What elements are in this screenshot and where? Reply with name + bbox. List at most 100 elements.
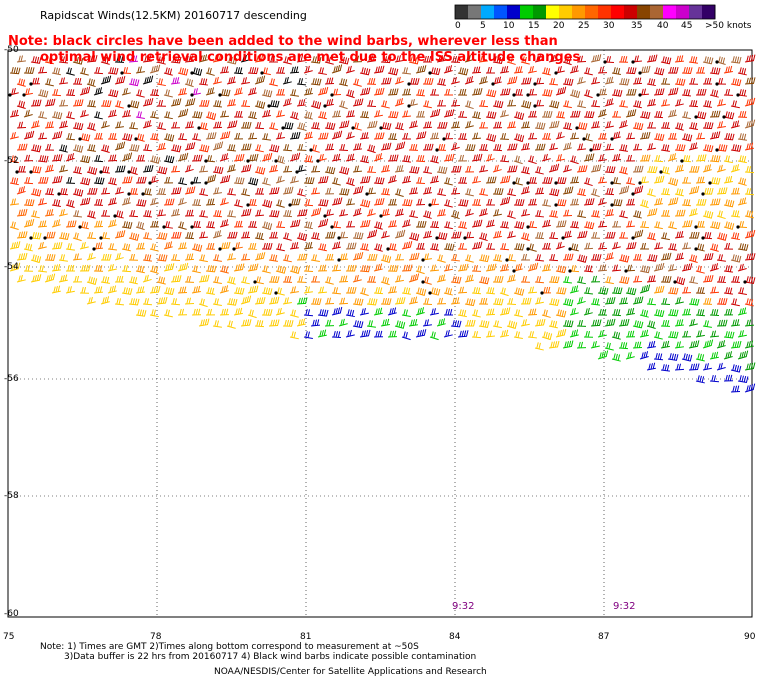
wind-barb bbox=[716, 319, 728, 327]
legend-swatch bbox=[650, 5, 664, 19]
wind-barb bbox=[709, 155, 721, 163]
contamination-dot bbox=[22, 93, 26, 97]
wind-barb bbox=[114, 230, 126, 239]
wind-barb bbox=[359, 111, 370, 119]
wind-barb bbox=[282, 275, 293, 283]
wind-barb bbox=[282, 319, 294, 327]
wind-barb bbox=[631, 185, 644, 196]
wind-barb bbox=[282, 232, 292, 241]
wind-barb bbox=[107, 197, 117, 206]
wind-barb bbox=[590, 253, 602, 261]
wind-barb bbox=[394, 253, 405, 261]
wind-barb bbox=[148, 175, 159, 185]
wind-barb bbox=[610, 177, 622, 185]
wind-barb bbox=[667, 66, 679, 74]
lat-label: -56 bbox=[4, 374, 19, 384]
wind-barb bbox=[261, 221, 273, 231]
wind-barb bbox=[218, 89, 231, 97]
wind-barb bbox=[492, 254, 502, 262]
wind-barb bbox=[681, 308, 692, 316]
wind-barb bbox=[16, 274, 26, 283]
contamination-dot bbox=[267, 104, 271, 108]
wind-barb bbox=[464, 319, 476, 327]
wind-barb bbox=[352, 232, 364, 240]
wind-barb bbox=[317, 218, 329, 228]
wind-barb bbox=[205, 221, 216, 229]
wind-barb bbox=[170, 56, 182, 64]
wind-barb bbox=[695, 88, 707, 96]
wind-barb bbox=[520, 209, 530, 217]
wind-barb bbox=[282, 98, 292, 107]
wind-barb bbox=[240, 77, 250, 85]
wind-barb bbox=[618, 231, 629, 239]
wind-barb bbox=[268, 210, 280, 218]
legend-swatch bbox=[637, 5, 651, 19]
wind-barb bbox=[366, 144, 376, 154]
wind-barb bbox=[688, 122, 698, 130]
wind-barb bbox=[534, 54, 544, 63]
wind-barb bbox=[744, 119, 756, 129]
wind-barb bbox=[639, 199, 649, 209]
wind-barb bbox=[450, 165, 462, 173]
wind-barb bbox=[22, 88, 33, 97]
wind-barb bbox=[695, 176, 706, 184]
wind-barb bbox=[366, 229, 378, 239]
wind-barb bbox=[373, 263, 383, 272]
contamination-dot bbox=[722, 115, 726, 119]
contamination-dot bbox=[421, 258, 425, 262]
wind-barb bbox=[149, 111, 159, 119]
wind-barb bbox=[100, 56, 110, 65]
wind-barb bbox=[408, 210, 418, 218]
wind-barb bbox=[44, 98, 56, 107]
wind-barb bbox=[275, 307, 285, 316]
wind-barb bbox=[541, 67, 551, 76]
wind-barb bbox=[51, 285, 61, 294]
wind-barb bbox=[653, 309, 665, 318]
wind-barb bbox=[471, 241, 483, 250]
contamination-dot bbox=[659, 170, 663, 174]
wind-barb bbox=[618, 254, 630, 263]
wind-barb bbox=[197, 122, 208, 131]
wind-barb bbox=[72, 77, 83, 85]
wind-barb bbox=[177, 67, 189, 76]
wind-barb bbox=[121, 152, 133, 162]
wind-barb bbox=[261, 308, 273, 316]
wind-barb bbox=[576, 100, 586, 109]
wind-barb bbox=[37, 265, 47, 273]
wind-barb bbox=[128, 55, 139, 63]
wind-barb bbox=[485, 153, 495, 162]
wind-barb bbox=[688, 77, 699, 85]
wind-barb bbox=[359, 67, 371, 76]
wind-barb bbox=[78, 133, 91, 142]
wind-barb bbox=[478, 121, 489, 129]
wind-barb bbox=[457, 263, 469, 272]
wind-barb bbox=[86, 122, 96, 131]
wind-barb bbox=[457, 309, 467, 318]
wind-barb bbox=[730, 298, 740, 307]
wind-barb bbox=[527, 66, 537, 74]
wind-barb bbox=[646, 188, 656, 197]
wind-barb bbox=[184, 275, 195, 283]
wind-barb bbox=[533, 99, 545, 108]
wind-barb bbox=[534, 318, 546, 327]
contamination-dot bbox=[540, 291, 544, 295]
wind-barb bbox=[79, 155, 91, 164]
contamination-dot bbox=[715, 148, 719, 152]
wind-barb bbox=[268, 144, 280, 153]
wind-barb bbox=[177, 133, 188, 141]
wind-barb bbox=[562, 253, 574, 261]
wind-barb bbox=[142, 298, 153, 306]
wind-barb bbox=[288, 198, 301, 207]
wind-barb bbox=[653, 242, 663, 250]
wind-barb bbox=[177, 242, 188, 250]
wind-barb bbox=[562, 142, 572, 151]
wind-barb bbox=[681, 242, 691, 250]
wind-barb bbox=[128, 78, 140, 87]
wind-barb bbox=[674, 78, 686, 86]
wind-barb bbox=[387, 307, 397, 316]
contamination-dot bbox=[582, 137, 586, 141]
wind-barb bbox=[730, 340, 742, 349]
wind-barb bbox=[631, 229, 644, 240]
wind-barb bbox=[275, 132, 285, 140]
wind-barb bbox=[303, 131, 313, 140]
